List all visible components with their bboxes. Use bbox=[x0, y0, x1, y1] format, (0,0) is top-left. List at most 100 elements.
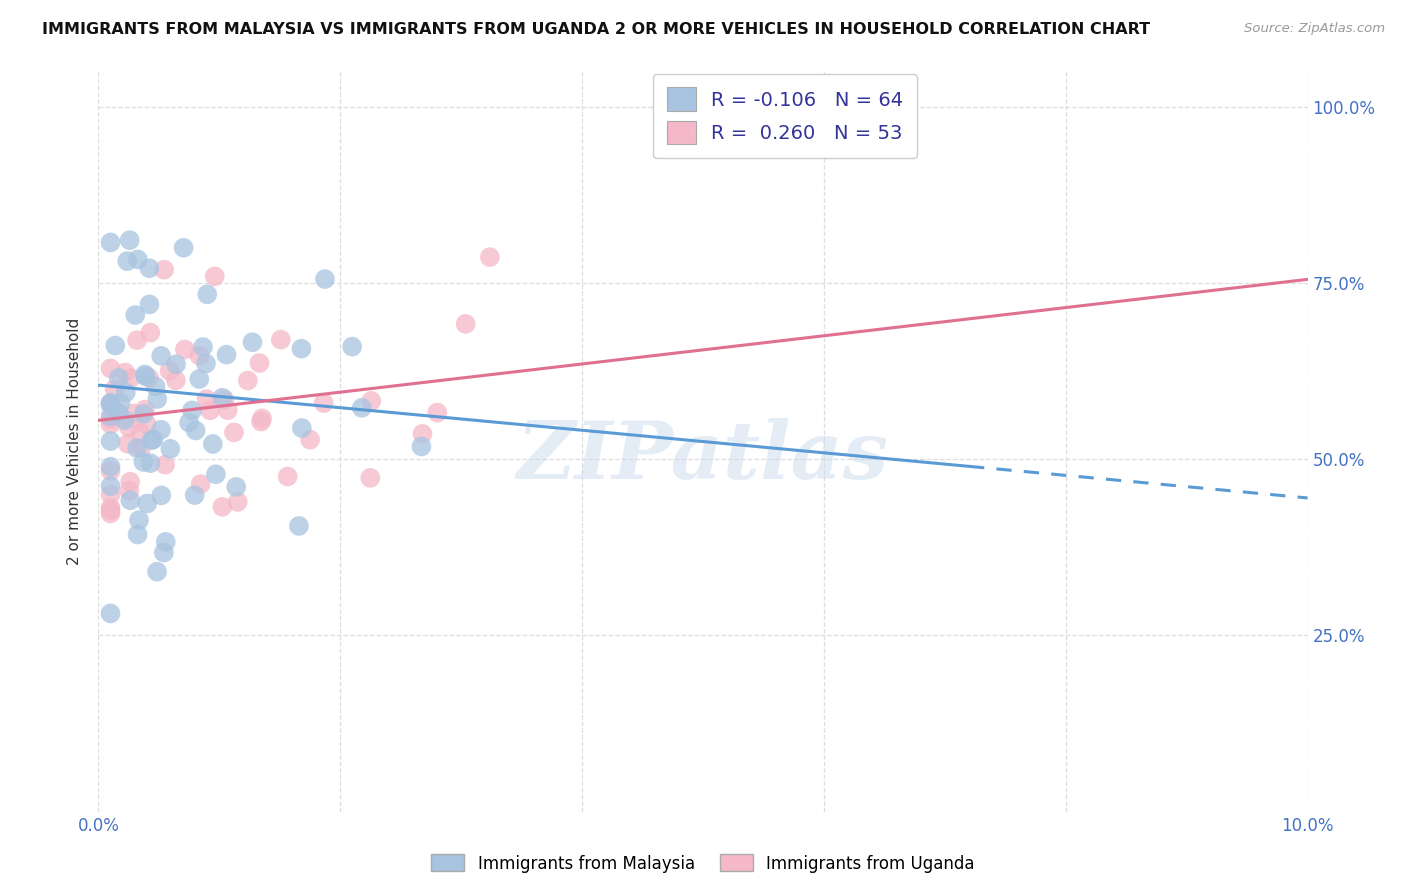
Point bbox=[114, 366, 136, 380]
Point bbox=[110, 396, 132, 410]
Point bbox=[138, 261, 160, 276]
Point bbox=[249, 356, 271, 370]
Point bbox=[165, 373, 187, 387]
Point bbox=[226, 495, 249, 509]
Point bbox=[222, 425, 245, 440]
Point bbox=[127, 527, 149, 541]
Point bbox=[146, 392, 169, 406]
Point bbox=[426, 406, 449, 420]
Point bbox=[312, 396, 335, 410]
Point bbox=[288, 519, 311, 533]
Point bbox=[340, 340, 363, 354]
Y-axis label: 2 or more Vehicles in Household: 2 or more Vehicles in Household bbox=[67, 318, 83, 566]
Point bbox=[454, 317, 477, 331]
Point bbox=[100, 459, 122, 474]
Point bbox=[134, 368, 156, 382]
Point bbox=[100, 434, 122, 449]
Point bbox=[100, 479, 122, 493]
Point bbox=[360, 393, 382, 408]
Point bbox=[350, 401, 373, 415]
Point bbox=[242, 335, 264, 350]
Point bbox=[205, 467, 228, 482]
Point bbox=[215, 348, 238, 362]
Point bbox=[118, 233, 141, 247]
Point bbox=[100, 235, 122, 250]
Point bbox=[190, 477, 212, 491]
Point bbox=[100, 607, 122, 621]
Point bbox=[150, 423, 173, 437]
Point bbox=[174, 343, 197, 357]
Point bbox=[146, 565, 169, 579]
Point bbox=[100, 361, 122, 376]
Point bbox=[188, 349, 211, 363]
Point bbox=[134, 402, 156, 417]
Point bbox=[314, 272, 336, 286]
Point bbox=[195, 392, 218, 406]
Point bbox=[277, 469, 299, 483]
Point bbox=[183, 488, 205, 502]
Point bbox=[114, 413, 136, 427]
Point bbox=[100, 409, 122, 424]
Point bbox=[118, 420, 141, 434]
Point bbox=[478, 250, 501, 264]
Point bbox=[194, 356, 217, 370]
Point bbox=[120, 493, 142, 508]
Legend: R = -0.106   N = 64, R =  0.260   N = 53: R = -0.106 N = 64, R = 0.260 N = 53 bbox=[652, 74, 917, 158]
Point bbox=[299, 433, 322, 447]
Point bbox=[150, 349, 173, 363]
Point bbox=[138, 297, 160, 311]
Point bbox=[173, 241, 195, 255]
Point bbox=[104, 338, 127, 352]
Point bbox=[142, 433, 165, 447]
Point bbox=[100, 395, 122, 409]
Point bbox=[107, 405, 129, 419]
Point bbox=[204, 269, 226, 284]
Point bbox=[217, 403, 239, 417]
Point bbox=[411, 426, 433, 441]
Point bbox=[359, 471, 381, 485]
Text: IMMIGRANTS FROM MALAYSIA VS IMMIGRANTS FROM UGANDA 2 OR MORE VEHICLES IN HOUSEHO: IMMIGRANTS FROM MALAYSIA VS IMMIGRANTS F… bbox=[42, 22, 1150, 37]
Point bbox=[100, 397, 122, 411]
Point bbox=[270, 333, 292, 347]
Point bbox=[122, 407, 145, 421]
Text: ZIPatlas: ZIPatlas bbox=[517, 417, 889, 495]
Point bbox=[195, 287, 218, 301]
Point bbox=[120, 475, 142, 489]
Point bbox=[236, 374, 259, 388]
Point bbox=[181, 403, 204, 417]
Point bbox=[135, 417, 157, 432]
Point bbox=[141, 433, 163, 447]
Point bbox=[114, 385, 136, 400]
Point bbox=[115, 254, 138, 268]
Point bbox=[145, 379, 167, 393]
Point bbox=[188, 372, 211, 386]
Point bbox=[165, 357, 187, 371]
Point bbox=[153, 262, 176, 277]
Point bbox=[153, 458, 176, 472]
Point bbox=[103, 382, 125, 396]
Point bbox=[132, 407, 155, 421]
Point bbox=[125, 333, 148, 347]
Legend: Immigrants from Malaysia, Immigrants from Uganda: Immigrants from Malaysia, Immigrants fro… bbox=[425, 847, 981, 880]
Point bbox=[159, 442, 181, 456]
Point bbox=[117, 437, 139, 451]
Point bbox=[120, 371, 142, 385]
Point bbox=[211, 500, 233, 514]
Point bbox=[132, 455, 155, 469]
Point bbox=[139, 456, 162, 470]
Point bbox=[100, 412, 122, 426]
Point bbox=[184, 424, 207, 438]
Point bbox=[129, 441, 152, 455]
Point bbox=[107, 371, 129, 385]
Point bbox=[153, 545, 176, 559]
Point bbox=[128, 513, 150, 527]
Point bbox=[198, 403, 221, 417]
Point bbox=[155, 534, 177, 549]
Point bbox=[225, 480, 247, 494]
Text: Source: ZipAtlas.com: Source: ZipAtlas.com bbox=[1244, 22, 1385, 36]
Point bbox=[134, 369, 156, 384]
Point bbox=[100, 487, 122, 501]
Point bbox=[411, 440, 433, 454]
Point bbox=[177, 416, 200, 430]
Point bbox=[118, 483, 141, 498]
